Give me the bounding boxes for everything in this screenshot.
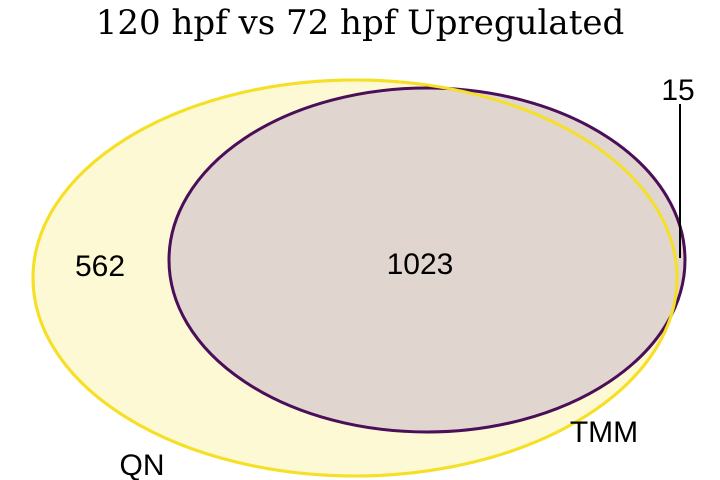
tmm-only-count: 15 <box>661 74 694 107</box>
qn-only-count: 562 <box>75 250 125 283</box>
overlap-count: 1023 <box>387 248 454 281</box>
tmm-set-circle <box>167 86 687 434</box>
diagram-title: 120 hpf vs 72 hpf Upregulated <box>96 3 625 43</box>
qn-set-label: QN <box>120 449 165 480</box>
tmm-set-label: TMM <box>570 416 638 449</box>
qn-set-outline <box>31 78 679 478</box>
